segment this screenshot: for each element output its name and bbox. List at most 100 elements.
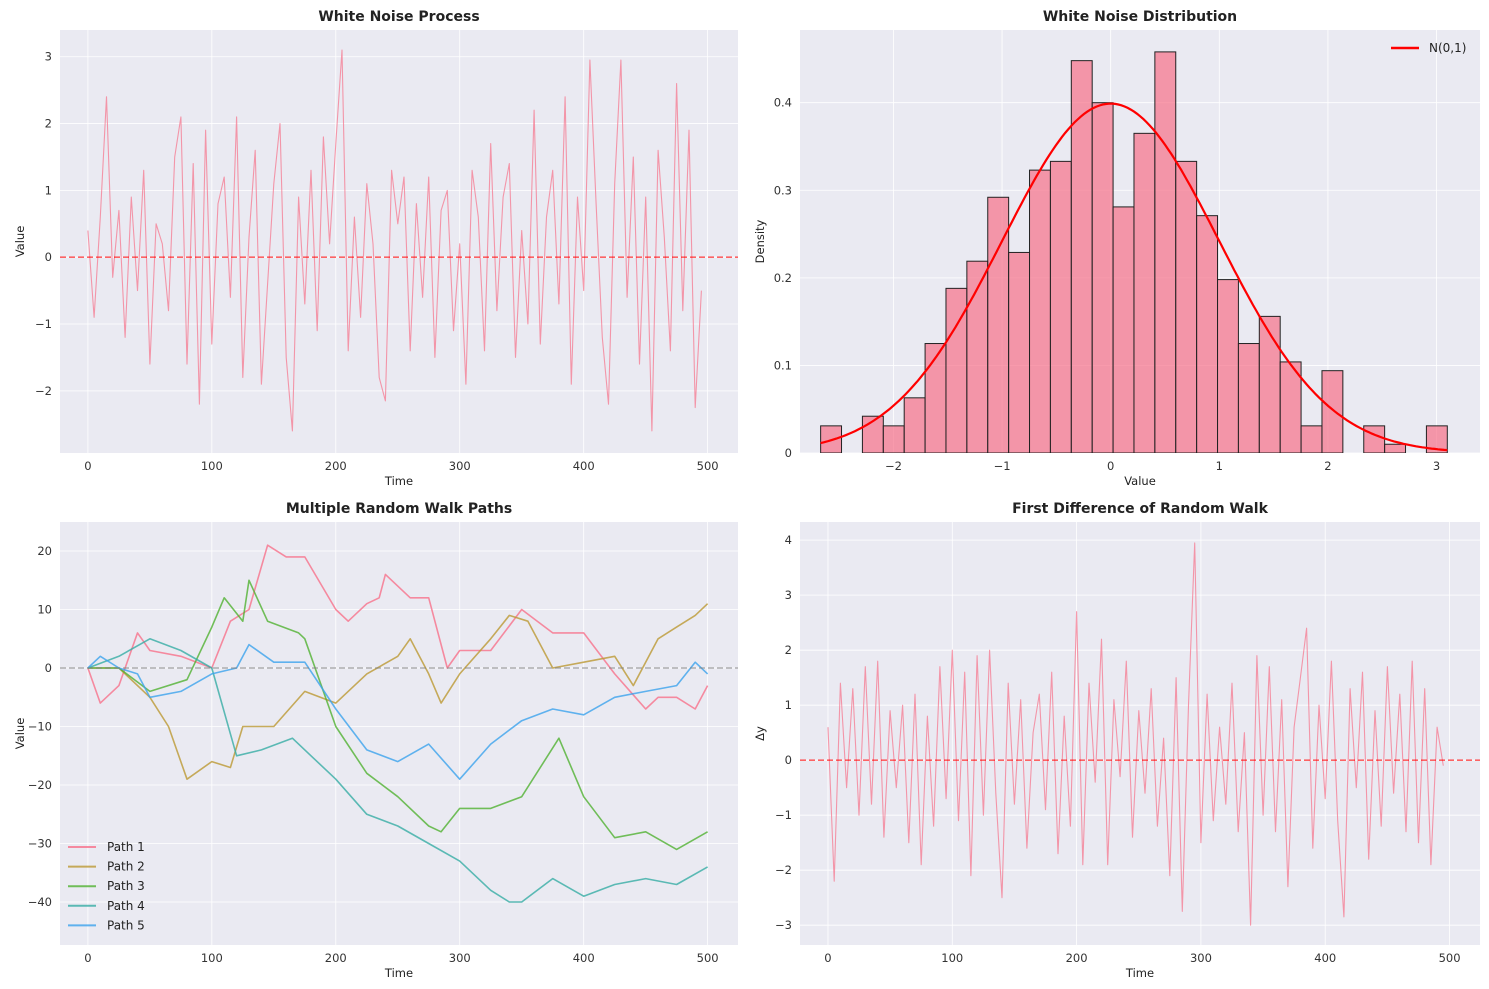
- y-tick-label: 3: [785, 588, 792, 602]
- y-tick-label: −10: [28, 720, 52, 734]
- y-axis-label: Δy: [753, 726, 767, 741]
- histogram-bar: [1363, 425, 1386, 453]
- histogram-bar: [1112, 206, 1135, 453]
- y-tick-label: 0: [785, 753, 792, 767]
- y-tick-label: 0: [45, 661, 52, 675]
- histogram-bar: [1425, 425, 1448, 453]
- plot-content: [820, 51, 1448, 453]
- x-tick-label: 300: [449, 951, 471, 965]
- histogram-bar: [1049, 160, 1072, 453]
- y-tick-label: 20: [37, 544, 52, 558]
- y-tick-label: −2: [775, 863, 792, 877]
- histogram-bar: [1133, 132, 1156, 453]
- y-tick-label: −1: [35, 317, 52, 331]
- x-tick-label: 400: [573, 459, 595, 473]
- y-tick-label: −20: [28, 778, 52, 792]
- histogram-bar: [1154, 51, 1177, 453]
- x-tick-label: 2: [1324, 459, 1331, 473]
- histogram-bar: [1029, 169, 1051, 453]
- x-tick-label: −2: [885, 459, 902, 473]
- subplot-3: 0 100 200 300 400 500 −40 −30 −20 −10 0 10 20 Multipl…: [13, 501, 738, 980]
- normal-pdf-curve: [820, 102, 1448, 452]
- y-tick-label: 0.3: [774, 183, 792, 197]
- series-line-5: [87, 643, 709, 780]
- y-tick-label: 1: [45, 183, 52, 197]
- histogram-bar: [1258, 315, 1281, 453]
- plot-content: [800, 542, 1480, 926]
- series-line-1: [87, 49, 702, 432]
- chart-title: White Noise Process: [318, 9, 479, 25]
- x-tick-label: 200: [325, 459, 347, 473]
- legend-label: Path 2: [107, 860, 145, 874]
- x-tick-label: 0: [84, 951, 91, 965]
- legend-label: Path 4: [107, 899, 145, 913]
- x-tick-label: 0: [84, 459, 91, 473]
- y-axis-label: Value: [13, 718, 27, 750]
- y-tick-label: 3: [45, 50, 52, 64]
- plot-content: [60, 49, 738, 432]
- y-tick-label: −3: [775, 918, 792, 932]
- legend-label: Path 5: [107, 918, 145, 932]
- subplot-4: 0 100 200 300 400 500 −3 −2 −1 0 1 2 3 4 First Differe…: [753, 501, 1480, 980]
- histogram-bar: [1300, 425, 1323, 453]
- y-tick-label: 0.1: [774, 358, 792, 372]
- y-tick-label: 2: [45, 117, 52, 131]
- series-line-1: [827, 542, 1444, 926]
- series-line-1: [87, 544, 709, 710]
- x-tick-label: 100: [941, 951, 963, 965]
- x-tick-label: 500: [697, 951, 719, 965]
- histogram-bar: [1237, 343, 1260, 453]
- series-line-4: [87, 638, 708, 903]
- y-tick-label: −40: [28, 895, 52, 909]
- y-tick-label: −1: [775, 808, 792, 822]
- histogram-bar: [1384, 443, 1407, 453]
- histogram-bar: [1008, 251, 1031, 453]
- y-axis-label: Value: [13, 226, 27, 258]
- legend: N(0,1): [1391, 41, 1466, 55]
- histogram-bar: [1070, 60, 1093, 453]
- y-tick-label: 2: [785, 643, 792, 657]
- chart-title: White Noise Distribution: [1043, 9, 1237, 25]
- x-tick-label: 0: [824, 951, 831, 965]
- chart-title: Multiple Random Walk Paths: [286, 501, 512, 517]
- histogram-bar: [903, 397, 926, 453]
- histogram-bar: [1321, 370, 1344, 453]
- legend-label: Path 3: [107, 879, 145, 893]
- x-tick-label: −1: [994, 459, 1011, 473]
- x-tick-label: 500: [697, 459, 719, 473]
- histogram-bar: [1196, 215, 1219, 453]
- histogram-bar: [1175, 160, 1198, 453]
- x-tick-label: 300: [449, 459, 471, 473]
- plot-area: [60, 30, 738, 453]
- legend: Path 1 Path 2 Path 3 Path 4 Path 5: [68, 840, 145, 932]
- y-tick-label: 10: [37, 603, 52, 617]
- legend-label: N(0,1): [1429, 41, 1466, 55]
- subplot-2: −2 −1 0 1 2 3 0 0.1 0.2 0.3 0.4 White Noise Distrib…: [753, 9, 1480, 488]
- series-line-2: [87, 603, 709, 780]
- legend-label: Path 1: [107, 840, 145, 854]
- plot-area: [60, 522, 738, 945]
- y-tick-label: −30: [28, 837, 52, 851]
- x-tick-label: 1: [1216, 459, 1223, 473]
- x-axis-label: Time: [1125, 966, 1154, 980]
- histogram-bar: [1091, 102, 1114, 453]
- histogram-bar: [1217, 279, 1239, 453]
- x-tick-label: 200: [1066, 951, 1088, 965]
- y-tick-label: −2: [35, 384, 52, 398]
- histogram-bar: [924, 343, 947, 453]
- x-tick-label: 3: [1433, 459, 1440, 473]
- x-tick-label: 100: [201, 459, 223, 473]
- x-tick-label: 400: [573, 951, 595, 965]
- x-tick-label: 0: [1107, 459, 1114, 473]
- x-tick-label: 400: [1314, 951, 1336, 965]
- y-tick-label: 0: [45, 250, 52, 264]
- x-axis-label: Time: [384, 966, 413, 980]
- x-axis-label: Value: [1124, 474, 1156, 488]
- chart-title: First Difference of Random Walk: [1012, 501, 1269, 517]
- y-axis-label: Density: [753, 219, 767, 263]
- x-tick-label: 500: [1439, 951, 1461, 965]
- histogram-bar: [1279, 361, 1302, 453]
- x-axis-label: Time: [384, 474, 413, 488]
- y-tick-label: 0.4: [774, 96, 792, 110]
